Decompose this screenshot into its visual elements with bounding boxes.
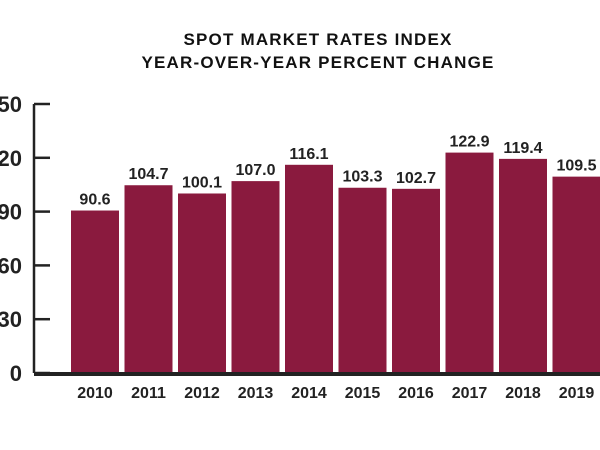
y-tick-label: 30 [0,307,22,332]
bar-value-label: 103.3 [342,169,382,186]
x-tick-label: 2018 [505,385,541,402]
bar-value-label: 100.1 [182,174,222,191]
bar-value-label: 107.0 [235,162,275,179]
x-tick-label: 2013 [238,385,274,402]
bar-2015 [338,187,387,373]
bar-value-label: 119.4 [503,140,542,157]
bar-2018 [499,158,547,373]
bar-value-label: 90.6 [79,192,110,209]
bar-2010 [71,210,119,373]
bar-2012 [178,193,226,373]
bar-2016 [392,188,440,373]
bar-value-label: 102.7 [396,170,436,187]
y-tick-label: 90 [0,200,22,225]
bar-2017 [445,152,494,373]
bar-2014 [285,164,333,373]
bar-value-label: 122.9 [449,134,489,151]
bar-2013 [231,181,280,373]
bar-2019 [552,176,600,373]
bar-value-label: 116.1 [289,146,328,163]
y-tick-label: 120 [0,146,22,171]
chart-subtitle: YEAR-OVER-YEAR PERCENT CHANGE [141,53,495,72]
y-tick-label: 150 [0,92,22,117]
x-tick-label: 2016 [398,385,434,402]
x-tick-label: 2015 [345,385,381,402]
y-tick-label: 0 [10,361,22,386]
x-tick-label: 2014 [291,385,327,402]
x-tick-label: 2019 [559,385,595,402]
x-tick-label: 2010 [77,385,113,402]
chart-title: SPOT MARKET RATES INDEX [183,30,453,49]
bar-2011 [124,185,173,373]
bar-value-label: 109.5 [556,158,596,175]
x-tick-label: 2012 [184,385,220,402]
x-tick-label: 2011 [131,385,166,402]
bar-value-label: 104.7 [128,166,168,183]
x-tick-label: 2017 [452,385,488,402]
y-tick-label: 60 [0,253,22,278]
